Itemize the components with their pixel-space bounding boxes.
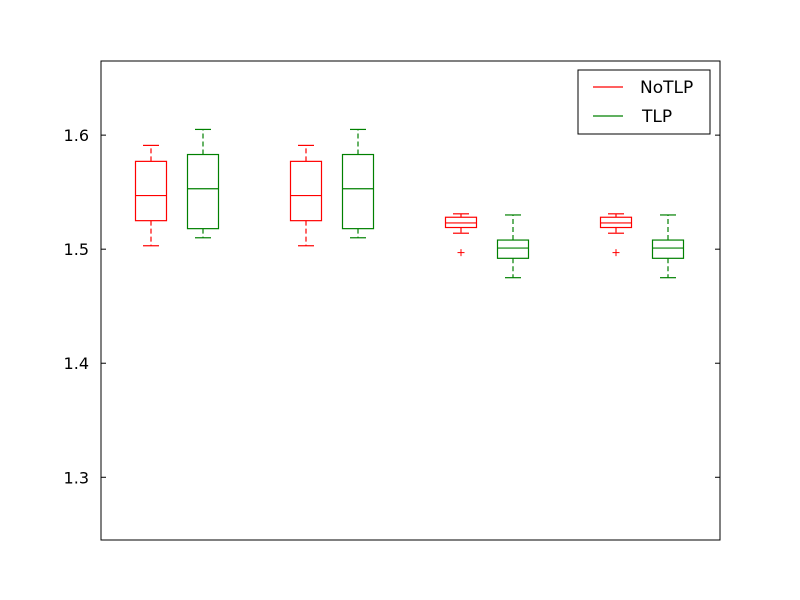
y-tick-label: 1.4 xyxy=(64,354,89,373)
legend: NoTLP TLP xyxy=(578,70,710,134)
y-tick-label: 1.5 xyxy=(64,240,89,259)
legend-label-notlp: NoTLP xyxy=(640,78,693,98)
y-tick-label: 1.6 xyxy=(64,126,89,145)
legend-label-tlp: TLP xyxy=(641,107,672,127)
y-tick-label: 1.3 xyxy=(64,468,89,487)
